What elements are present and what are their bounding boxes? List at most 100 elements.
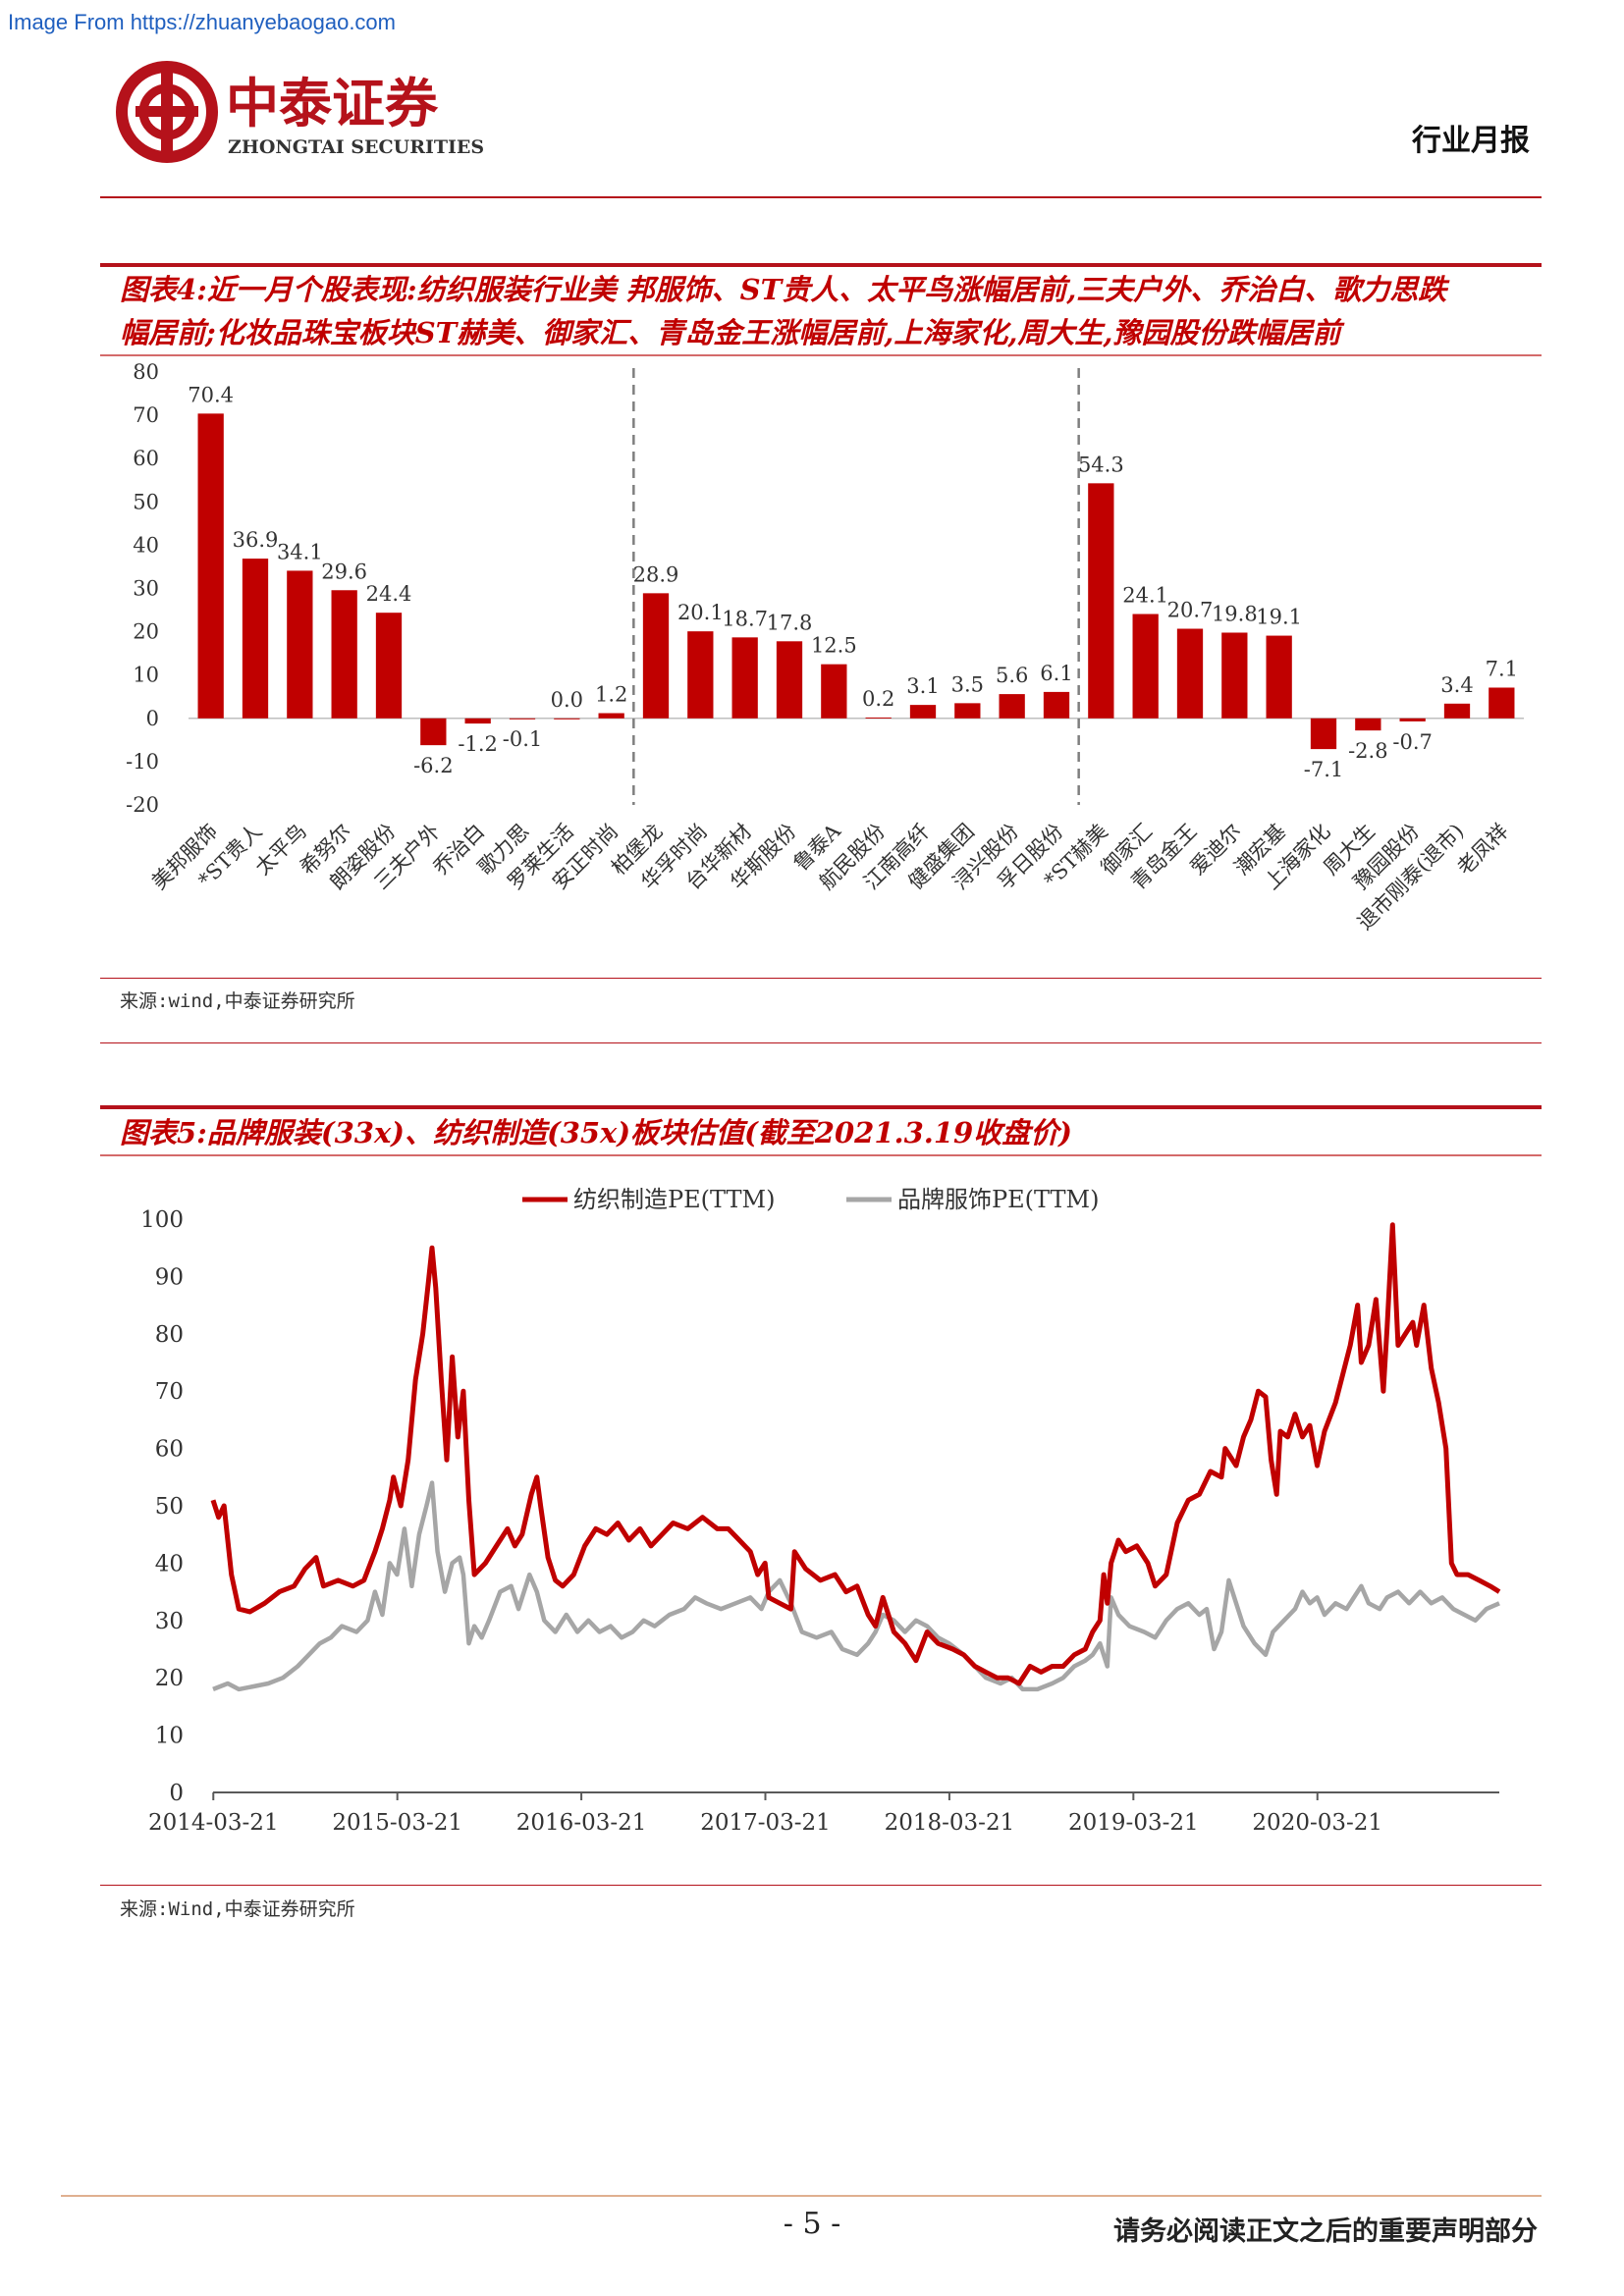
- bar: [554, 718, 580, 720]
- bar: [331, 590, 357, 719]
- report-type: 行业月报: [1412, 124, 1530, 158]
- bar-value-label: 20.1: [677, 601, 724, 624]
- x-category-label: 老凤祥: [1452, 820, 1513, 881]
- bar-value-label: -6.2: [413, 754, 454, 777]
- figure5-source: 来源:Wind,中泰证券研究所: [120, 1898, 355, 1920]
- bar-value-label: 19.1: [1256, 606, 1302, 629]
- y-tick-label: 10: [155, 1724, 184, 1749]
- bar: [1489, 687, 1515, 719]
- x-tick-label: 2019-03-21: [1068, 1810, 1199, 1836]
- y-tick-label: 80: [155, 1322, 184, 1348]
- bar: [420, 718, 447, 746]
- y-tick-label: 60: [155, 1437, 184, 1463]
- y-tick-label: 20: [155, 1666, 184, 1691]
- y-tick-label: 60: [133, 447, 159, 470]
- y-tick-label: -20: [126, 793, 159, 817]
- bar: [1221, 632, 1248, 719]
- bar: [642, 593, 670, 719]
- bar-value-label: 34.1: [277, 540, 323, 563]
- bar: [1043, 691, 1070, 719]
- y-tick-label: 0: [169, 1781, 184, 1806]
- figure4-source: 来源:wind,中泰证券研究所: [120, 990, 355, 1012]
- bar: [954, 703, 981, 719]
- y-tick-label: 0: [146, 707, 159, 730]
- bar: [197, 413, 224, 719]
- bar-value-label: -1.2: [458, 732, 498, 756]
- x-tick-label: 2016-03-21: [516, 1810, 647, 1836]
- y-tick-label: 100: [140, 1207, 184, 1233]
- series-line-textile-manufacturing: [210, 1222, 1501, 1686]
- x-tick-label: 2017-03-21: [700, 1810, 831, 1836]
- bar: [731, 637, 758, 719]
- bar: [687, 631, 714, 719]
- bar-value-label: 18.7: [722, 607, 768, 630]
- y-tick-label: 20: [133, 620, 159, 644]
- page-number: - 5 -: [783, 2207, 841, 2241]
- x-tick-label: 2018-03-21: [885, 1810, 1015, 1836]
- figure5-line-chart: 0 10 20 30 40 50 60 70 80 90 100 2014-03-21 2015-03-…: [140, 1186, 1501, 1836]
- y-tick-label: 90: [155, 1264, 184, 1290]
- bar: [242, 559, 269, 719]
- bar: [1132, 614, 1159, 719]
- bar-value-label: 3.5: [951, 672, 984, 696]
- bar: [776, 641, 803, 719]
- bar-value-label: -7.1: [1304, 758, 1344, 781]
- y-tick-label: 70: [133, 403, 159, 427]
- x-tick-label: 2015-03-21: [332, 1810, 462, 1836]
- x-tick-label: 2014-03-21: [148, 1810, 279, 1836]
- bar: [821, 664, 847, 719]
- figure5-source-rule: [100, 1885, 1542, 1886]
- y-tick-label: 40: [133, 533, 159, 557]
- series-line-brand-apparel: [212, 1480, 1500, 1692]
- bar-value-label: 3.1: [906, 674, 939, 698]
- bar: [1399, 718, 1426, 721]
- bar-value-label: 19.8: [1212, 602, 1258, 625]
- bar-value-label: 12.5: [811, 634, 857, 658]
- figure5-top-rule: [100, 1105, 1542, 1109]
- legend-label: 品牌服饰PE(TTM): [897, 1186, 1099, 1213]
- bar: [1266, 635, 1292, 719]
- bar-value-label: -2.8: [1348, 739, 1388, 763]
- bar: [1088, 483, 1114, 719]
- figure4-title-line1: 图表4:近一月个股表现:纺织服装行业美 邦服饰、ST贵人、太平鸟涨幅居前,三夫户…: [120, 273, 1447, 306]
- bar: [999, 694, 1025, 719]
- bar-value-label: 5.6: [996, 664, 1028, 687]
- brand-name-en: ZHONGTAI SECURITIES: [228, 136, 484, 158]
- bar-value-label: 7.1: [1486, 657, 1518, 680]
- bar-value-label: 3.4: [1440, 673, 1473, 697]
- y-tick-label: 50: [133, 490, 159, 513]
- bar-value-label: 0.2: [862, 687, 894, 711]
- figure4-top-rule: [100, 263, 1542, 267]
- bar: [287, 570, 313, 719]
- bar: [1443, 703, 1471, 719]
- x-tick-label: 2020-03-21: [1252, 1810, 1382, 1836]
- zhongtai-logo: 中泰证券 ZHONGTAI SECURITIES: [116, 61, 484, 163]
- y-tick-label: 30: [133, 577, 159, 601]
- bar-value-label: 36.9: [233, 528, 279, 552]
- y-tick-label: 10: [133, 664, 159, 687]
- bar-value-label: 29.6: [321, 560, 367, 583]
- footer-divider: [61, 2195, 1542, 2197]
- figure4-title-line2: 幅居前;化妆品珠宝板块ST赫美、御家汇、青岛金王涨幅居前,上海家化,周大生,豫园…: [120, 316, 1341, 349]
- figure4-source-rule: [100, 978, 1542, 979]
- y-tick-label: 40: [155, 1551, 184, 1576]
- legend-label: 纺织制造PE(TTM): [573, 1186, 775, 1213]
- bar-value-label: 54.3: [1078, 453, 1124, 476]
- y-tick-label: 50: [155, 1494, 184, 1520]
- bar-value-label: 28.9: [633, 562, 679, 586]
- bar-value-label: 24.4: [366, 582, 412, 606]
- disclaimer-text: 请务必阅读正文之后的重要声明部分: [1113, 2216, 1538, 2247]
- bar: [909, 705, 937, 719]
- bar-value-label: -0.1: [503, 727, 543, 751]
- figure4-bottom-rule: [100, 1042, 1542, 1043]
- y-tick-label: 30: [155, 1609, 184, 1634]
- y-tick-label: 70: [155, 1379, 184, 1405]
- bar: [1176, 628, 1204, 719]
- bar: [509, 718, 536, 720]
- figure4-title-rule: [100, 354, 1542, 356]
- watermark-link[interactable]: Image From https://zhuanyebaogao.com: [8, 10, 396, 34]
- bar: [865, 717, 892, 719]
- bar-value-label: -0.7: [1392, 730, 1433, 754]
- bar-value-label: 6.1: [1040, 662, 1072, 685]
- figure4-bar-chart: -20-100102030405060708070.4美邦服饰36.9*ST贵人…: [126, 360, 1524, 934]
